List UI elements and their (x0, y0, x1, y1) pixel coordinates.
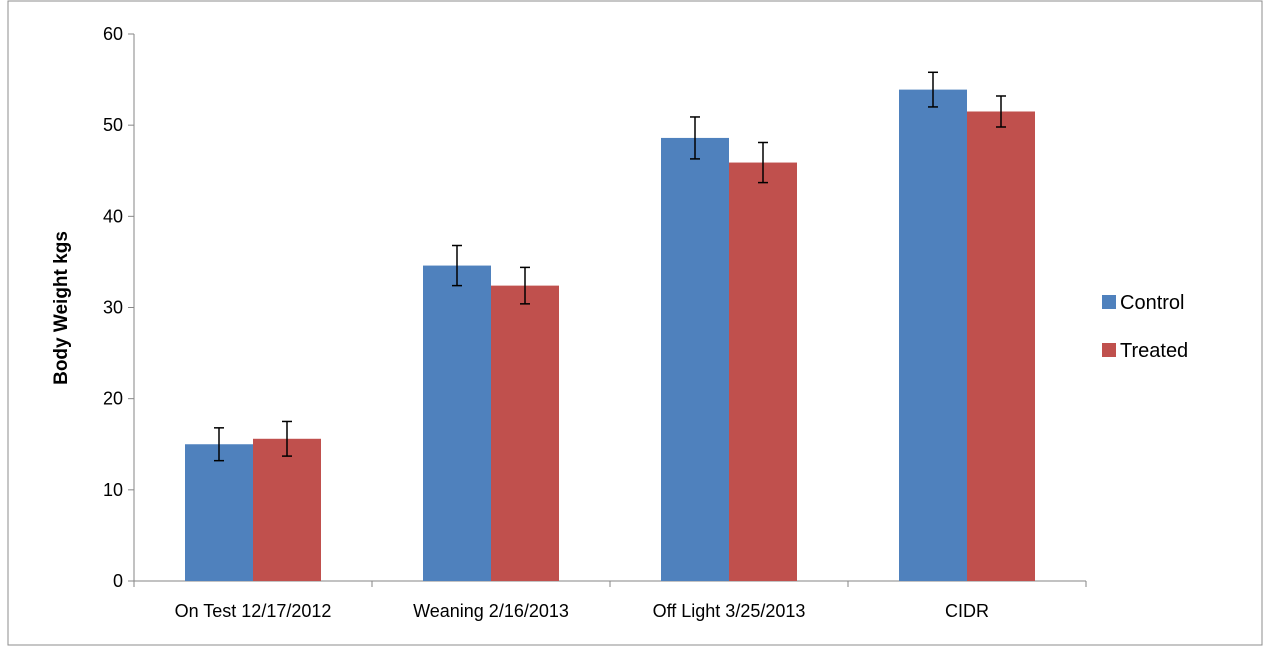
legend-swatch-control (1102, 295, 1116, 309)
bar-treated-3 (967, 111, 1035, 581)
x-tick-label: CIDR (945, 601, 989, 621)
y-axis-label: Body Weight kgs (51, 231, 72, 385)
y-tick-label: 20 (103, 389, 123, 409)
legend-swatch-treated (1102, 343, 1116, 357)
bar-treated-2 (729, 163, 797, 581)
x-tick-label: On Test 12/17/2012 (175, 601, 332, 621)
bar-control-1 (423, 266, 491, 581)
y-tick-label: 10 (103, 480, 123, 500)
bar-control-2 (661, 138, 729, 581)
bar-control-0 (185, 444, 253, 581)
x-tick-label: Weaning 2/16/2013 (413, 601, 569, 621)
y-tick-label: 50 (103, 115, 123, 135)
legend-label-control: Control (1120, 292, 1184, 314)
y-tick-label: 0 (113, 571, 123, 591)
bar-treated-1 (491, 286, 559, 581)
legend-label-treated: Treated (1120, 340, 1188, 362)
bar-control-3 (899, 90, 967, 581)
bar-treated-0 (253, 439, 321, 581)
x-tick-label: Off Light 3/25/2013 (653, 601, 806, 621)
y-tick-label: 60 (103, 24, 123, 44)
y-tick-label: 40 (103, 206, 123, 226)
y-tick-label: 30 (103, 298, 123, 318)
